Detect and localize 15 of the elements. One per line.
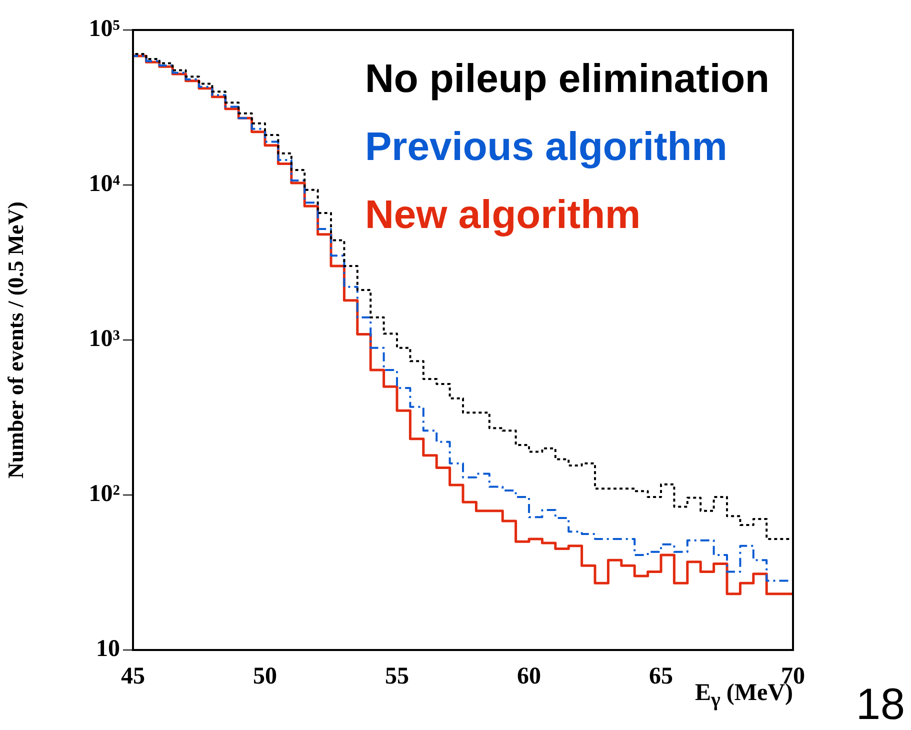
x-tick-label: 60	[517, 664, 541, 690]
y-tick-label: 10²	[88, 481, 120, 508]
y-tick-label: 10⁴	[88, 171, 120, 198]
x-tick-label: 45	[121, 664, 145, 690]
x-tick-label: 65	[649, 664, 673, 690]
series-label: New algorithm	[365, 193, 641, 237]
series-label: Previous algorithm	[365, 125, 728, 169]
x-tick-label: 50	[253, 664, 277, 690]
text: 18	[856, 680, 905, 730]
y-tick-label: 10³	[88, 326, 120, 352]
text: No pileup elimination	[365, 57, 770, 101]
x-tick-label: 55	[385, 664, 409, 690]
y-axis-title: Number of events / (0.5 MeV)	[2, 202, 28, 478]
y-tick-label: 10⁵	[88, 16, 120, 42]
y-tick-label: 10	[96, 636, 120, 662]
